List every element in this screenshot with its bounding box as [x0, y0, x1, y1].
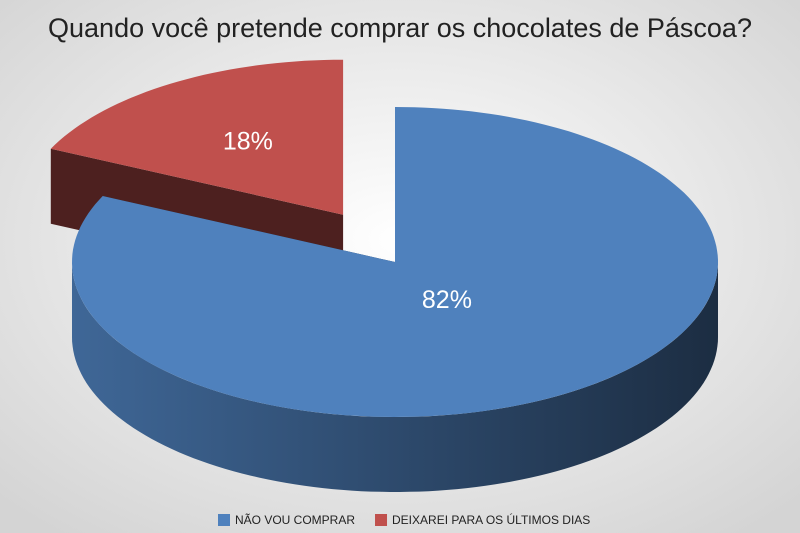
data-label: 18% — [223, 127, 273, 155]
slice — [50, 59, 344, 215]
legend-label: NÃO VOU COMPRAR — [235, 513, 355, 527]
legend-label: DEIXAREI PARA OS ÚLTIMOS DIAS — [392, 512, 590, 527]
data-label: 82% — [422, 286, 472, 314]
legend-swatch — [218, 514, 230, 526]
legend-swatch — [375, 514, 388, 526]
pie: 18% 82% — [50, 59, 718, 492]
chart-title: Quando você pretende comprar os chocolat… — [48, 13, 752, 43]
slice — [72, 107, 718, 417]
slice-side — [72, 262, 718, 492]
legend: NÃO VOU COMPRAR DEIXAREI PARA OS ÚLTIMOS … — [218, 512, 590, 527]
